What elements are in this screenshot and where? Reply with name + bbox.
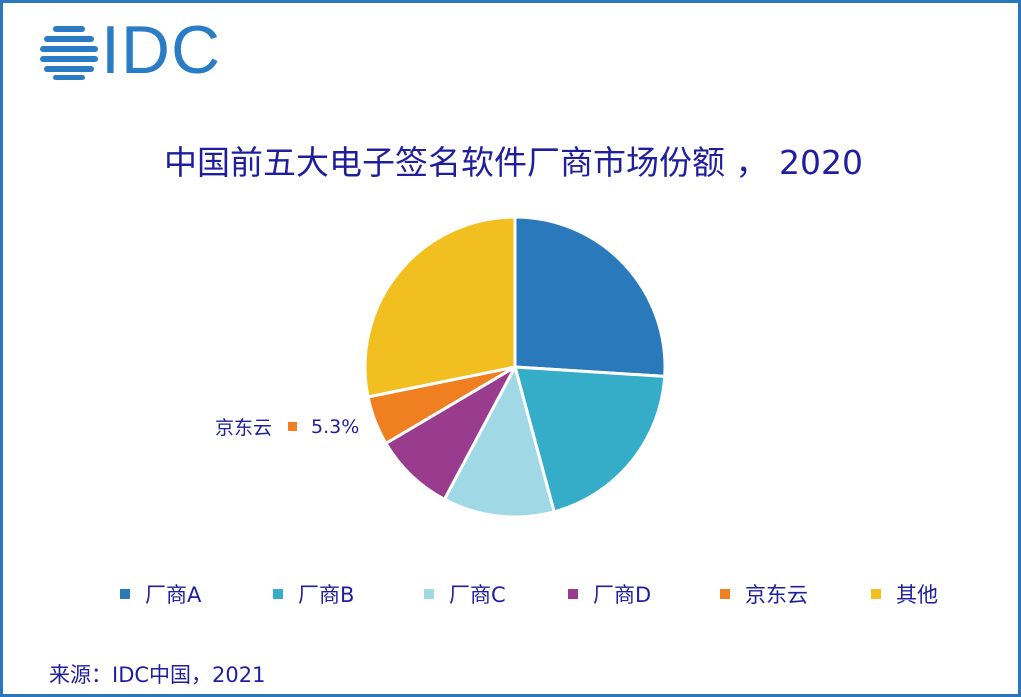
legend-swatch: [871, 589, 881, 599]
data-label-value: 5.3%: [311, 415, 360, 438]
legend-item-vendor-c: 厂商C: [424, 579, 506, 609]
legend-label: 其他: [896, 583, 938, 607]
legend-swatch: [120, 589, 130, 599]
legend-swatch: [568, 589, 578, 599]
legend-swatch: [720, 589, 730, 599]
legend-swatch: [273, 589, 283, 599]
legend-item-vendor-b: 厂商B: [273, 579, 354, 609]
logo-text: IDC: [101, 12, 222, 88]
source-note: 来源：IDC中国，2021: [49, 663, 266, 687]
legend-item-others: 其他: [871, 579, 938, 609]
legend-item-vendor-a: 厂商A: [120, 579, 201, 609]
legend-swatch: [424, 589, 434, 599]
legend-label: 京东云: [745, 583, 808, 607]
pie-slice-0: [513, 215, 667, 378]
globe-stripes-icon: [40, 26, 98, 80]
pie-chart: [363, 215, 667, 519]
data-label-name: 京东云: [215, 417, 273, 439]
pie-slice-5: [363, 215, 517, 399]
idc-logo: IDC: [39, 15, 229, 85]
data-label-jdcloud: 京东云 5.3%: [215, 413, 359, 440]
legend-item-vendor-d: 厂商D: [568, 579, 651, 609]
legend-item-jdcloud: 京东云: [720, 579, 808, 609]
chart-title: 中国前五大电子签名软件厂商市场份额 ， 2020: [164, 143, 863, 182]
pie-slice-1: [513, 365, 667, 514]
chart-legend: 厂商A 厂商B 厂商C 厂商D 京东云 其他: [3, 579, 1021, 609]
legend-label: 厂商A: [145, 583, 202, 607]
pie-slice-2: [442, 365, 556, 519]
legend-label: 厂商C: [449, 583, 506, 607]
legend-label: 厂商B: [298, 583, 355, 607]
pie-slice-3: [384, 365, 517, 501]
legend-label: 厂商D: [593, 583, 652, 607]
data-label-swatch: [288, 422, 298, 431]
